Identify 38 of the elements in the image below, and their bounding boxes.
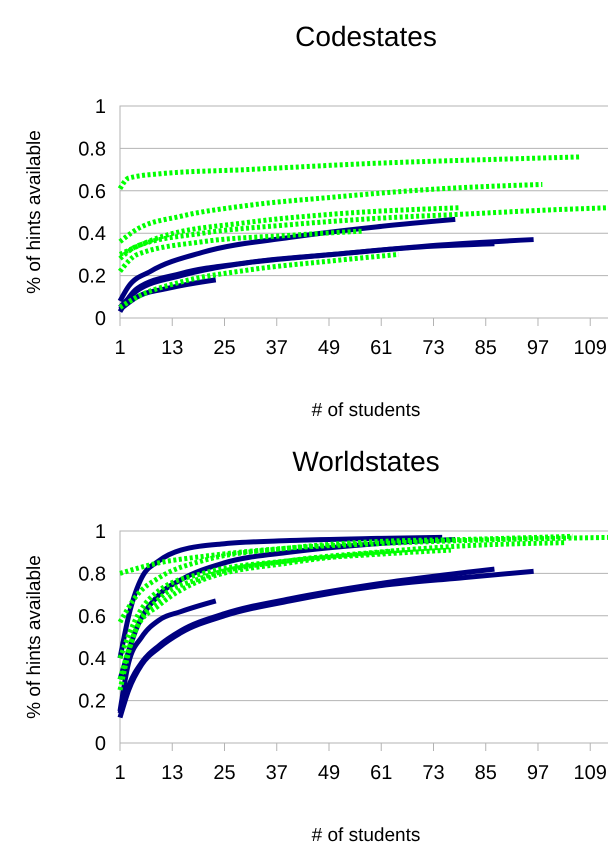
y-tick-label: 0.4 — [78, 223, 106, 246]
y-tick-label: 1 — [94, 521, 106, 543]
y-tick-label: 0 — [94, 308, 106, 330]
y-axis-title: % of hints available — [24, 555, 45, 719]
x-tick-label: 109 — [574, 337, 607, 359]
x-tick-label: 13 — [161, 337, 184, 359]
x-axis-title: # of students — [312, 400, 420, 421]
x-tick-label: 25 — [213, 762, 236, 784]
x-tick-label: 1 — [114, 337, 126, 359]
y-tick-label: 0.8 — [78, 138, 106, 160]
x-tick-label: 73 — [422, 337, 445, 359]
x-axis-title: # of students — [312, 825, 420, 843]
y-tick-label: 0.2 — [78, 690, 106, 713]
y-tick-label: 0.6 — [78, 180, 106, 203]
x-tick-label: 61 — [370, 762, 392, 784]
chart-title: Codestates — [295, 21, 437, 52]
y-tick-label: 0.6 — [78, 606, 106, 628]
x-tick-label: 85 — [474, 337, 497, 359]
x-tick-label: 97 — [526, 337, 550, 359]
chart-title: Worldstates — [292, 446, 440, 477]
x-tick-label: 109 — [574, 762, 607, 784]
y-tick-label: 1 — [94, 96, 106, 118]
y-tick-label: 0.8 — [78, 563, 106, 586]
x-tick-label: 49 — [318, 762, 340, 784]
x-tick-label: 73 — [422, 762, 445, 784]
y-axis-title: % of hints available — [24, 130, 45, 294]
x-tick-label: 49 — [318, 337, 340, 359]
x-tick-label: 1 — [114, 762, 126, 784]
x-tick-label: 13 — [161, 762, 184, 784]
y-tick-label: 0.4 — [78, 648, 106, 670]
x-tick-label: 37 — [266, 337, 288, 359]
x-tick-label: 37 — [266, 762, 288, 784]
x-tick-label: 61 — [370, 337, 392, 359]
y-tick-label: 0 — [94, 733, 106, 755]
x-tick-label: 97 — [526, 762, 550, 784]
x-tick-label: 25 — [213, 337, 236, 359]
y-tick-label: 0.2 — [78, 266, 106, 288]
x-tick-label: 85 — [474, 762, 497, 784]
